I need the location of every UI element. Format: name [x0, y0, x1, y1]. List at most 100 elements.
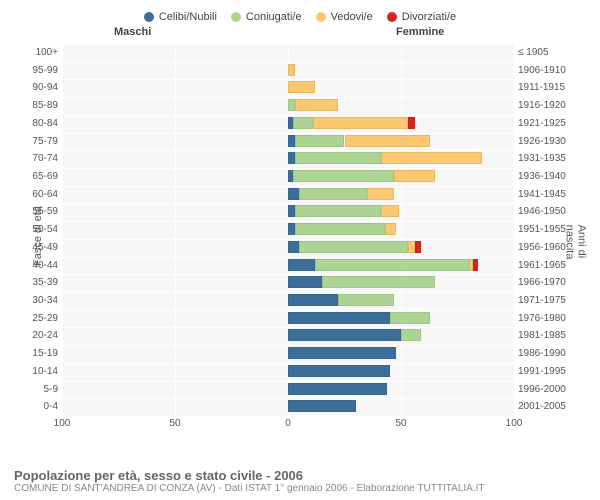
year-label: 1986-1990 — [518, 345, 584, 363]
bar-segment — [288, 312, 390, 324]
year-label: 2001-2005 — [518, 398, 584, 416]
bar-segment — [288, 400, 356, 412]
legend-item: Coniugati/e — [231, 11, 302, 23]
grid-horizontal — [62, 168, 514, 169]
bar-segment — [295, 223, 385, 235]
grid-horizontal — [62, 327, 514, 328]
age-label: 70-74 — [14, 150, 58, 168]
bar-segment — [313, 117, 408, 129]
bar-segment — [288, 365, 390, 377]
grid-horizontal — [62, 274, 514, 275]
chart-footer: Popolazione per età, sesso e stato civil… — [14, 468, 485, 494]
bar-segment — [381, 205, 399, 217]
x-tick: 50 — [395, 418, 406, 429]
x-tick: 100 — [54, 418, 71, 429]
bar-segment — [288, 152, 295, 164]
chart-subtitle: COMUNE DI SANT'ANDREA DI CONZA (AV) - Da… — [14, 483, 485, 494]
age-label: 35-39 — [14, 274, 58, 292]
legend-item: Divorziati/e — [387, 11, 456, 23]
bar-segment — [401, 329, 421, 341]
grid-vertical — [175, 44, 176, 416]
year-label: 1971-1975 — [518, 292, 584, 310]
x-tick: 100 — [506, 418, 523, 429]
bar-segment — [293, 170, 395, 182]
grid-horizontal — [62, 97, 514, 98]
bar-segment — [293, 117, 313, 129]
grid-horizontal — [62, 221, 514, 222]
bar-segment — [394, 170, 435, 182]
x-axis-ticks: 10050050100 — [62, 418, 514, 432]
bar-segment — [288, 329, 401, 341]
x-tick: 0 — [285, 418, 291, 429]
legend-dot — [144, 12, 154, 22]
bar-segment — [288, 383, 387, 395]
bar-segment — [288, 99, 295, 111]
grid-horizontal — [62, 115, 514, 116]
age-label: 20-24 — [14, 327, 58, 345]
grid-vertical — [401, 44, 402, 416]
bar-segment — [288, 205, 295, 217]
year-label: 1911-1915 — [518, 79, 584, 97]
grid-horizontal — [62, 363, 514, 364]
age-label: 60-64 — [14, 186, 58, 204]
bar-segment — [345, 135, 431, 147]
year-label: 1996-2000 — [518, 381, 584, 399]
grid-horizontal — [62, 345, 514, 346]
bar-segment — [408, 241, 415, 253]
legend-label: Vedovi/e — [331, 11, 373, 23]
bar-segment — [385, 223, 396, 235]
bar-segment — [288, 223, 295, 235]
grid-horizontal — [62, 292, 514, 293]
grid-horizontal — [62, 79, 514, 80]
year-label: 1936-1940 — [518, 168, 584, 186]
year-label: 1941-1945 — [518, 186, 584, 204]
age-label: 75-79 — [14, 133, 58, 151]
legend-dot — [387, 12, 397, 22]
year-label: 1951-1955 — [518, 221, 584, 239]
legend-item: Vedovi/e — [316, 11, 373, 23]
age-label: 100+ — [14, 44, 58, 62]
age-label: 65-69 — [14, 168, 58, 186]
bar-segment — [288, 259, 315, 271]
grid-horizontal — [62, 150, 514, 151]
year-label: 1916-1920 — [518, 97, 584, 115]
legend-item: Celibi/Nubili — [144, 11, 217, 23]
bar-segment — [288, 81, 315, 93]
grid-horizontal — [62, 257, 514, 258]
bar-segment — [295, 152, 381, 164]
year-label: ≤ 1905 — [518, 44, 584, 62]
bar-segment — [288, 135, 295, 147]
bar-segment — [288, 64, 295, 76]
year-label: 1931-1935 — [518, 150, 584, 168]
bar-segment — [288, 188, 299, 200]
bar-segment — [295, 99, 338, 111]
grid-horizontal — [62, 239, 514, 240]
grid-horizontal — [62, 133, 514, 134]
legend-label: Divorziati/e — [402, 11, 456, 23]
grid-vertical — [514, 44, 515, 416]
grid-vertical — [62, 44, 63, 416]
population-pyramid: Fasce di età Anni di nascita 10050050100… — [14, 44, 586, 434]
age-label: 0-4 — [14, 398, 58, 416]
age-label: 45-49 — [14, 239, 58, 257]
age-label: 95-99 — [14, 62, 58, 80]
bar-segment — [315, 259, 469, 271]
age-label: 30-34 — [14, 292, 58, 310]
age-label: 55-59 — [14, 203, 58, 221]
bar-segment — [295, 205, 381, 217]
bar-segment — [288, 294, 338, 306]
grid-horizontal — [62, 398, 514, 399]
year-label: 1991-1995 — [518, 363, 584, 381]
bar-segment — [299, 241, 407, 253]
bar-segment — [415, 241, 422, 253]
age-label: 90-94 — [14, 79, 58, 97]
grid-horizontal — [62, 310, 514, 311]
age-label: 40-44 — [14, 257, 58, 275]
legend-dot — [316, 12, 326, 22]
legend: Celibi/Nubili Coniugati/e Vedovi/e Divorzia… — [14, 8, 586, 26]
bar-segment — [322, 276, 435, 288]
grid-horizontal — [62, 44, 514, 45]
header-female: Femmine — [396, 26, 444, 38]
age-label: 85-89 — [14, 97, 58, 115]
plot-area — [62, 44, 514, 416]
